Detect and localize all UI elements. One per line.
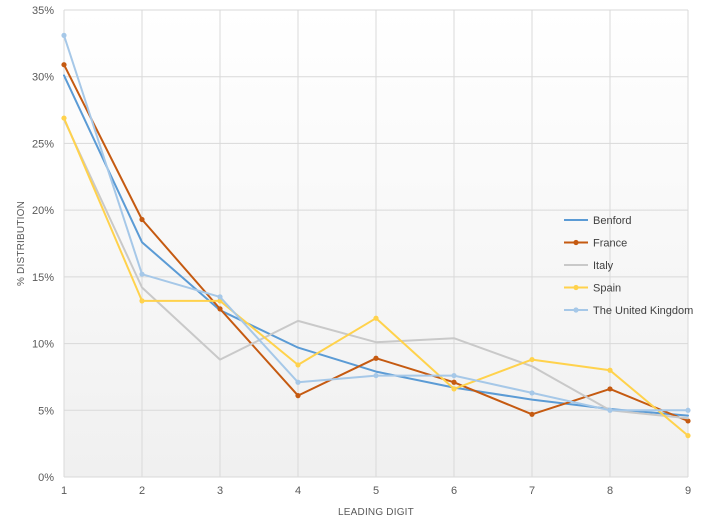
y-tick-label: 20% [32, 205, 54, 217]
x-tick-label: 7 [529, 485, 535, 497]
series-france [61, 62, 691, 424]
y-axis-ticks: 0% 5% 10% 15% 20% 25% 30% 35% [32, 5, 54, 484]
data-point [295, 393, 301, 399]
data-point [61, 115, 67, 121]
x-axis-title: LEADING DIGIT [338, 507, 414, 518]
legend: Benford France Italy Spain The United Kingdo… [564, 215, 693, 317]
y-tick-label: 35% [32, 5, 54, 17]
data-point [451, 372, 457, 379]
series-line [63, 118, 689, 420]
x-tick-label: 5 [373, 485, 379, 497]
data-point [61, 32, 67, 38]
data-point [685, 407, 691, 413]
data-point [529, 356, 535, 363]
y-tick-label: 5% [38, 405, 54, 417]
data-point [139, 271, 145, 277]
legend-item: Benford [564, 215, 632, 227]
x-tick-label: 2 [139, 485, 145, 497]
data-point [451, 379, 457, 385]
legend-label: France [593, 238, 627, 250]
legend-marker [573, 307, 579, 313]
series-the-united-kingdom [61, 32, 691, 413]
legend-label: The United Kingdom [593, 305, 693, 317]
legend-marker [573, 284, 579, 291]
data-point [373, 372, 379, 379]
y-tick-label: 15% [32, 272, 54, 284]
legend-item: France [564, 238, 627, 250]
data-point [217, 294, 223, 300]
x-tick-label: 4 [295, 485, 301, 497]
data-point [61, 62, 67, 68]
y-tick-label: 0% [38, 472, 54, 484]
legend-label: Benford [593, 215, 632, 227]
legend-item: The United Kingdom [564, 305, 693, 317]
data-point [139, 298, 145, 304]
x-tick-label: 3 [217, 485, 223, 497]
legend-marker [573, 239, 579, 246]
legend-label: Italy [593, 260, 614, 272]
y-tick-label: 30% [32, 72, 54, 84]
data-point [373, 355, 379, 361]
data-point [607, 407, 613, 413]
data-point [295, 362, 301, 368]
data-point [607, 367, 613, 373]
legend-label: Spain [593, 283, 621, 295]
data-point [529, 390, 535, 396]
data-point [529, 411, 535, 417]
data-point [685, 418, 691, 424]
series-benford [63, 74, 689, 417]
x-tick-label: 9 [685, 485, 691, 497]
x-tick-label: 8 [607, 485, 613, 497]
data-point [373, 315, 379, 321]
data-point [139, 216, 145, 223]
y-tick-label: 25% [32, 138, 54, 150]
legend-item: Italy [564, 260, 614, 272]
series-italy [63, 118, 689, 420]
data-point [217, 306, 223, 312]
x-tick-label: 6 [451, 485, 457, 497]
series-line [63, 74, 689, 417]
y-tick-label: 10% [32, 339, 54, 351]
x-tick-label: 1 [61, 485, 67, 497]
data-point [451, 386, 457, 392]
data-point [295, 379, 301, 385]
x-axis-ticks: 1 2 3 4 5 6 7 8 9 [61, 485, 691, 497]
y-axis-title: % DISTRIBUTION [16, 201, 27, 286]
legend-item: Spain [564, 283, 621, 295]
series-lines [61, 32, 691, 439]
data-point [685, 433, 691, 439]
data-point [607, 386, 613, 392]
series-spain [61, 115, 691, 439]
